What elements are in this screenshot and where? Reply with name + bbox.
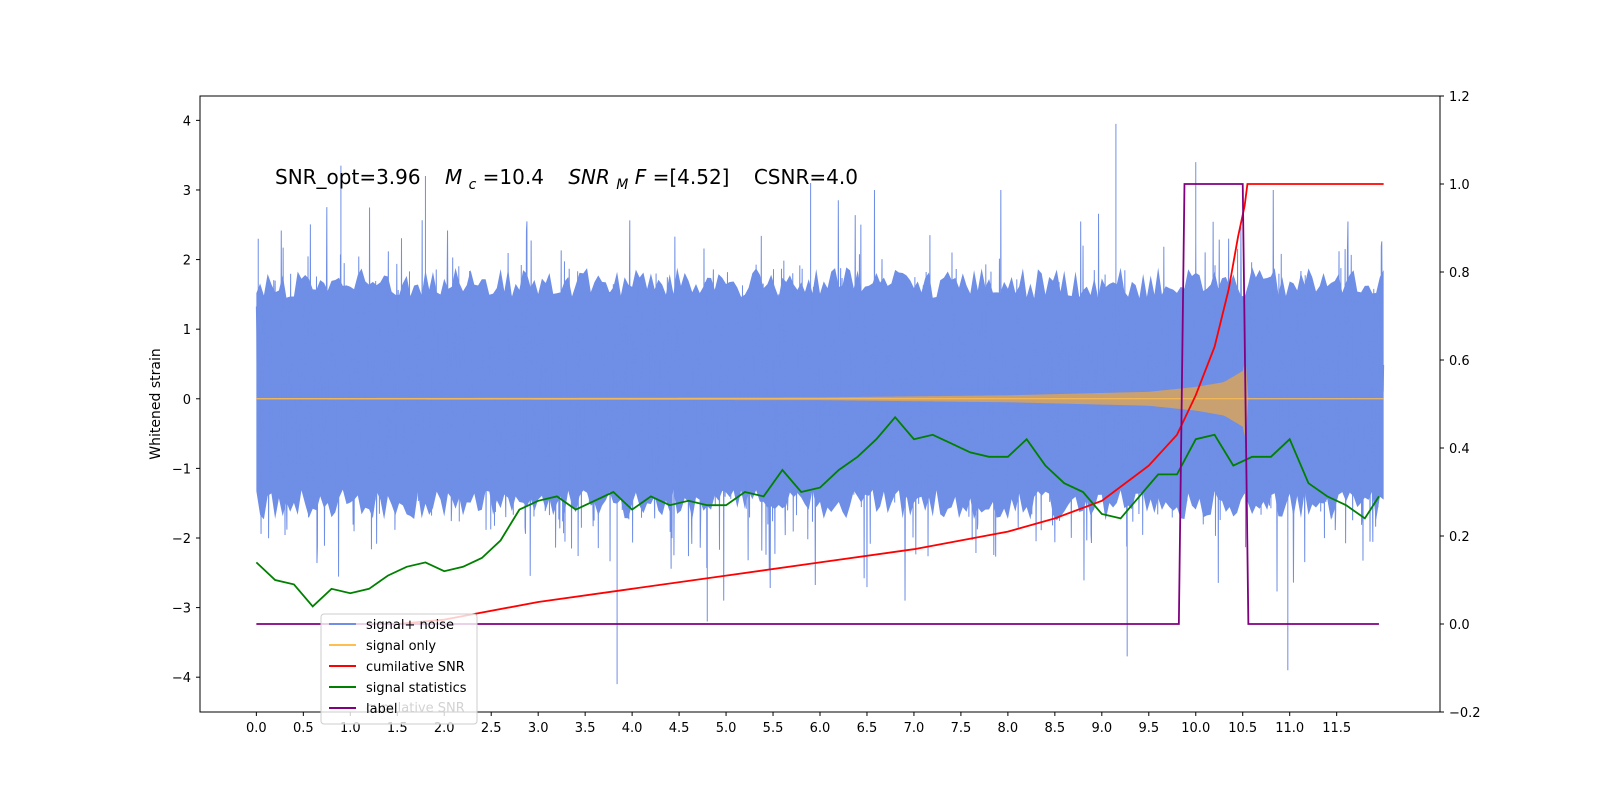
x-tick-label: 2.0 (434, 721, 455, 736)
x-tick-label: 6.5 (857, 721, 878, 736)
x-tick-label: 2.5 (481, 721, 502, 736)
x-tick-label: 11.0 (1275, 721, 1304, 736)
legend-entry-label: signal+ noise (366, 618, 454, 633)
legend-entry-label: signal only (366, 639, 436, 654)
y-axis-right: 1.2 1.0 0.8 0.6 0.4 0.2 0.0 −0.2 (1440, 90, 1481, 721)
x-tick-label: 9.5 (1138, 721, 1159, 736)
legend-hidden-text: cumilative SNR (366, 701, 465, 716)
y2-tick-label: 1.2 (1449, 90, 1470, 105)
x-tick-label: 5.0 (716, 721, 737, 736)
cumulative-snr-line (397, 183, 1384, 625)
x-tick-label: 3.5 (575, 721, 596, 736)
legend-box (320, 613, 478, 725)
x-tick-label: 10.5 (1228, 721, 1257, 736)
y2-tick-label: 0.4 (1449, 442, 1470, 457)
y-tick-label: 0 (183, 393, 191, 408)
y2-tick-label: 1.0 (1449, 178, 1470, 193)
x-axis: 0.0 0.5 1.0 1.5 2.0 2.5 3.0 3.5 4.0 4.5 5.0 5.5 6.0 6… (246, 712, 1351, 736)
y2-tick-label: 0.2 (1449, 530, 1470, 545)
y-tick-label: −4 (172, 671, 191, 686)
x-tick-label: 11.5 (1322, 721, 1351, 736)
mf-symbol: SNR (568, 165, 610, 189)
x-tick-label: 8.0 (998, 721, 1019, 736)
y-tick-label: 1 (183, 323, 191, 338)
x-tick-label: 4.0 (622, 721, 643, 736)
mc-symbol: M (445, 165, 462, 189)
plot-area (255, 123, 1385, 685)
mf-symbol-2: F (635, 165, 647, 189)
x-tick-label: 9.0 (1091, 721, 1112, 736)
label-line (256, 183, 1379, 625)
csnr-text: CSNR=4.0 (754, 165, 858, 189)
y2-tick-label: −0.2 (1449, 706, 1481, 721)
y2-tick-label: 0.0 (1449, 618, 1470, 633)
x-tick-label: 7.5 (951, 721, 972, 736)
y-axis-label: Whitened strain (148, 348, 164, 459)
snr-opt-text: SNR_opt=3.96 (275, 165, 421, 189)
signal-noise-line (255, 123, 1385, 685)
x-tick-label: 6.0 (810, 721, 831, 736)
snr-annotation: SNR_opt=3.96 M c =10.4 SNR M F =[4.52] C… (275, 165, 858, 194)
legend-entry-label: label (366, 702, 397, 717)
y-tick-label: 3 (183, 184, 191, 199)
x-tick-label: 3.0 (528, 721, 549, 736)
mc-subscript: c (469, 177, 477, 193)
y-axis-left: 4 3 2 1 0 −1 −2 −3 −4 (172, 114, 200, 686)
y-tick-label: −2 (172, 532, 191, 547)
x-tick-label: 8.5 (1045, 721, 1066, 736)
x-tick-label: 10.0 (1181, 721, 1210, 736)
y2-tick-label: 0.6 (1449, 354, 1470, 369)
x-tick-label: 4.5 (669, 721, 690, 736)
legend-entry-label: cumilative SNR (366, 660, 465, 675)
y-tick-label: 4 (183, 114, 191, 129)
y-tick-label: −3 (172, 602, 191, 617)
x-tick-label: 1.5 (387, 721, 408, 736)
x-tick-label: 0.5 (293, 721, 314, 736)
x-tick-label: 1.0 (340, 721, 361, 736)
x-tick-label: 5.5 (763, 721, 784, 736)
legend: cumilative SNR signal+ noise signal only c… (320, 613, 478, 725)
x-tick-label: 7.0 (904, 721, 925, 736)
mf-value: =[4.52] (653, 165, 730, 189)
y-tick-label: −1 (172, 462, 191, 477)
signal-statistics-line (255, 415, 1380, 608)
legend-entry-label: signal statistics (366, 681, 467, 696)
y2-tick-label: 0.8 (1449, 266, 1470, 281)
mc-value: =10.4 (483, 165, 544, 189)
x-tick-label: 0.0 (246, 721, 267, 736)
mf-subscript: M (616, 177, 628, 193)
y-tick-label: 2 (183, 254, 191, 269)
